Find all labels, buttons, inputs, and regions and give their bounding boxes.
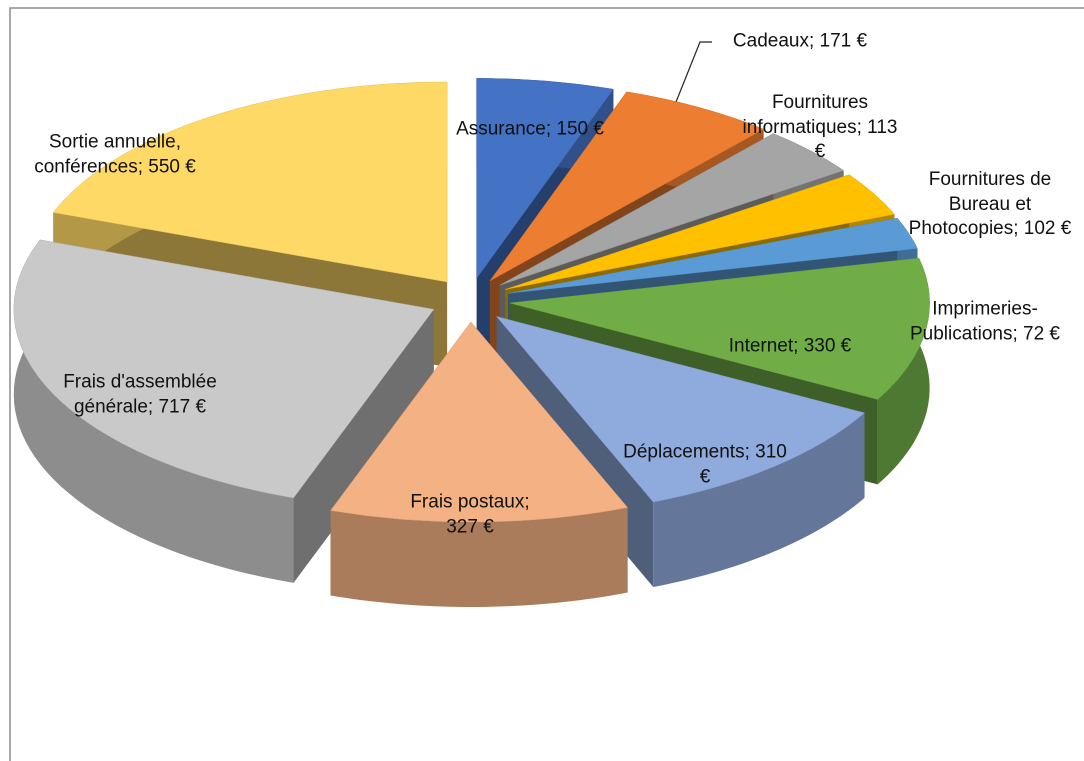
slice-top: [508, 217, 918, 294]
data-label: Fournitures informatiques; 113 €: [742, 91, 898, 163]
slice-top: [499, 133, 845, 286]
slice-top: [52, 81, 448, 283]
data-label: Cadeaux; 171 €: [732, 30, 868, 52]
slice-top: [13, 239, 435, 499]
slice-tops: [13, 78, 930, 523]
data-label: Sortie annuelle, conférences; 550 €: [34, 131, 196, 177]
slice-top: [476, 78, 614, 280]
slice-top: [509, 257, 930, 400]
data-label: Déplacements; 310 €: [623, 441, 787, 487]
data-label: Frais d'assemblée générale; 717 €: [63, 371, 217, 417]
data-label: Frais postaux; 327 €: [410, 491, 530, 537]
slice-top: [505, 174, 895, 290]
slice-top: [330, 321, 629, 523]
data-label: Fournitures de Bureau et Photocopies; 10…: [908, 168, 1072, 240]
chart-border: [9, 7, 1084, 761]
data-label: Imprimeries-Publications; 72 €: [910, 298, 1060, 344]
slice-top: [489, 91, 765, 282]
slice-rim: [330, 507, 628, 607]
slice-rim: [877, 258, 930, 485]
data-label: Assurance; 150 €: [456, 118, 604, 140]
slice-rim: [13, 239, 294, 583]
data-label: Internet; 330 €: [728, 335, 852, 357]
slice-rim: [653, 412, 865, 588]
slice-top: [495, 316, 866, 503]
